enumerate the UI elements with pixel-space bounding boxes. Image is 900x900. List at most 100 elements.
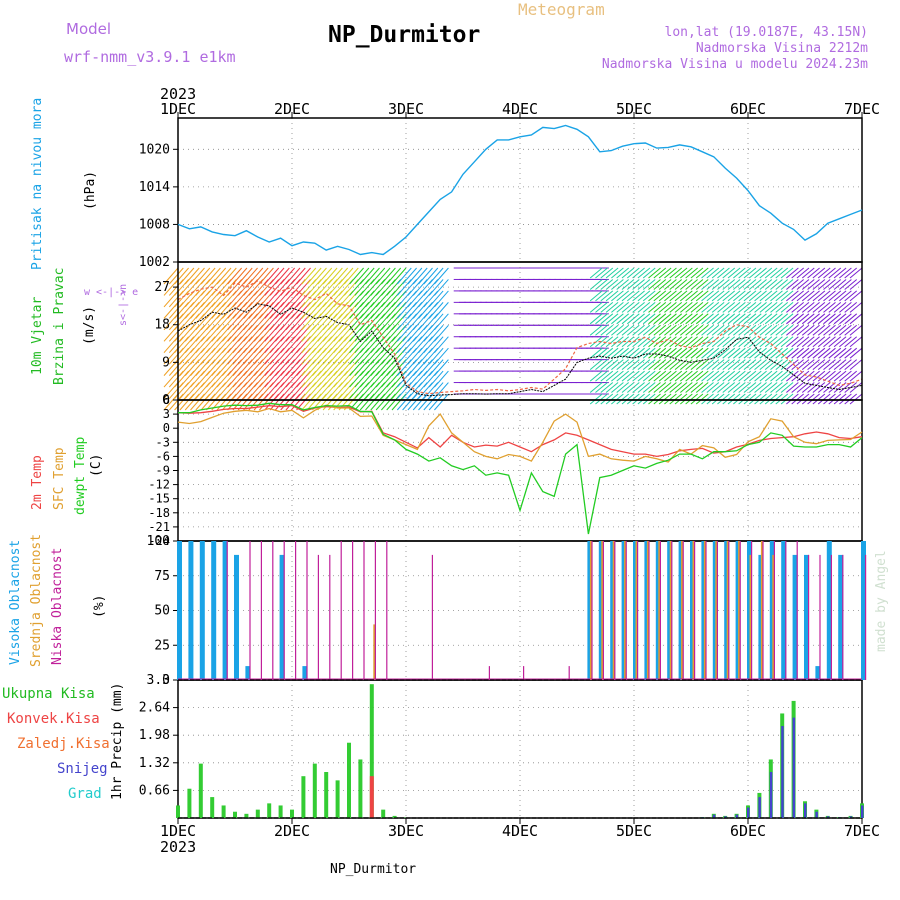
wind-barb [775,324,789,336]
wind-barb [680,279,693,290]
wind-ylabel-2: Brzina i Pravac [52,267,67,385]
wind-barb [589,382,603,393]
wind-barb [823,301,836,313]
x-tick-label-top: 3DEC [388,100,424,118]
wind-barb [828,267,842,279]
wind-barb [642,324,656,336]
wind-barb [589,301,603,313]
wind-barb [780,301,794,313]
precip-total-bar [301,776,306,818]
wind-barb [605,279,619,290]
wind-barb [211,267,227,285]
cloud-mid-bar [715,541,718,680]
wind-barb [206,267,221,285]
wind-barb [801,347,815,359]
wind-barb [658,301,672,313]
wind-barb [764,336,778,348]
cloud-low-bar [842,554,844,680]
cloud-high-bar [177,541,182,680]
wind-barb [759,313,773,325]
wind-barb [695,359,709,371]
wind-barb [434,324,449,342]
cloud-high-bar [211,541,217,680]
wind-barb [701,301,714,313]
wind-barb [626,370,640,382]
wind-barb [743,382,757,393]
wind-barb [759,279,773,290]
wind-barb [706,324,720,336]
cloud-mid-bar [612,541,615,680]
wind-barb [738,279,751,290]
wind-barb [690,336,704,348]
wind-barb [264,267,280,285]
wind-barb [621,267,635,279]
wind-barb [849,324,863,336]
precip-total-bar [267,803,272,818]
wind-barb [849,382,863,393]
wind-barb [243,267,258,285]
wind-barb [812,324,826,336]
wind-barb [823,336,836,348]
wind-barb [754,290,767,302]
wind-barb [764,324,778,336]
wind-barb [637,347,651,359]
wind-barb [685,267,698,279]
pressure-ylabel: Pritisak na nivou mora [30,97,45,270]
precip-total-bar [210,797,215,818]
wind-barb [653,347,667,359]
wind-barb [717,359,730,371]
wind-barb [648,279,661,290]
wind-barb [632,313,645,325]
wind-barb [780,382,794,393]
wind-barb [648,290,661,302]
wind-barb [849,267,863,279]
wind-barb [770,370,783,382]
footer-station: NP_Durmitor [330,862,417,877]
wind-barb [839,324,852,336]
wind-barb [605,324,619,336]
wind-barb [621,279,635,290]
wind-barb [748,290,762,302]
wind-barb [595,324,608,336]
wind-barb [428,359,444,376]
wind-barb [743,370,757,382]
wind-barb [605,290,619,302]
wind-barb [616,370,630,382]
wind-barb [722,382,736,393]
wind-barb [733,347,746,359]
wind-barb [817,347,831,359]
wind-barb [812,313,826,325]
wind-barb [791,347,804,359]
wind-barb [743,267,757,279]
wind-barb [796,279,810,290]
wind-barb [770,393,783,405]
wind-barb [786,279,799,290]
wind-barb [801,301,815,313]
wind-barb [637,290,651,302]
wind-barb [786,324,799,336]
wind-barb [653,290,667,302]
legend-konvek-kisa: Konvek.Kisa [7,711,100,727]
cloud-low-bar [226,541,228,680]
y-tick-label: 0 [162,673,170,688]
wind-barb [775,290,789,302]
wind-barb [717,370,730,382]
wind-barb [163,267,179,285]
wind-barb [695,290,709,302]
wind-barb [780,267,794,279]
temp-ylabel-2m: 2m Temp [30,455,45,510]
wind-barb [680,393,693,405]
meteogram-title: Meteogram [518,0,605,19]
wind-barb [605,267,619,279]
wind-barb [833,359,847,371]
wind-barb [786,267,799,279]
wind-barb [674,301,688,313]
wind-barb [695,382,709,393]
wind-barb [285,267,301,285]
wind-barb [669,393,683,405]
cloud-ylabel-high: Visoka Oblacnost [8,539,23,665]
legend-snijeg: Snijeg [57,761,108,777]
cloud-low-bar [260,541,262,680]
wind-barb [626,359,640,371]
wind-barb [280,267,296,285]
